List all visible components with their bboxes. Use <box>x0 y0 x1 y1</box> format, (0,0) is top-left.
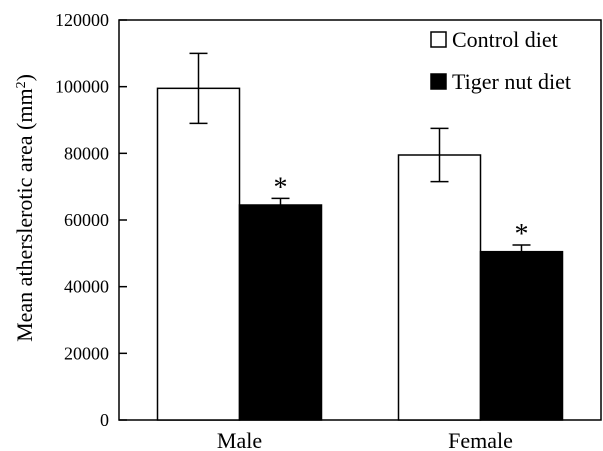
y-tick-label-6: 120000 <box>55 10 109 30</box>
y-axis-title-main: Mean atherslerotic area (mm <box>12 88 37 341</box>
legend-label-0: Control diet <box>452 27 558 52</box>
y-tick-label-0: 0 <box>100 410 109 430</box>
bar-female-0 <box>397 154 482 421</box>
y-tick-label-1: 20000 <box>64 343 109 363</box>
bar-male-0 <box>156 87 241 421</box>
y-tick-label-2: 40000 <box>64 277 109 297</box>
y-axis-title: Mean atherslerotic area (mm2) <box>12 74 37 342</box>
significance-marker-female: * <box>515 219 529 250</box>
y-axis-title-end: ) <box>12 74 37 81</box>
legend-label-1: Tiger nut diet <box>452 69 571 94</box>
x-category-label-0: Male <box>217 428 262 451</box>
legend-swatch-0 <box>430 31 447 48</box>
bar-male-1 <box>238 204 323 421</box>
y-tick-label-4: 80000 <box>64 143 109 163</box>
bar-female-1 <box>479 250 564 421</box>
plot-area: 0 20000 40000 60000 80000 100000 120000 * Male * F… <box>55 10 602 451</box>
significance-marker-male: * <box>274 172 288 203</box>
y-tick-label-3: 60000 <box>64 210 109 230</box>
legend-swatch-1 <box>430 73 447 90</box>
x-category-label-1: Female <box>448 428 513 451</box>
y-axis-title-superscript: 2 <box>14 81 29 88</box>
y-tick-label-5: 100000 <box>55 77 109 97</box>
